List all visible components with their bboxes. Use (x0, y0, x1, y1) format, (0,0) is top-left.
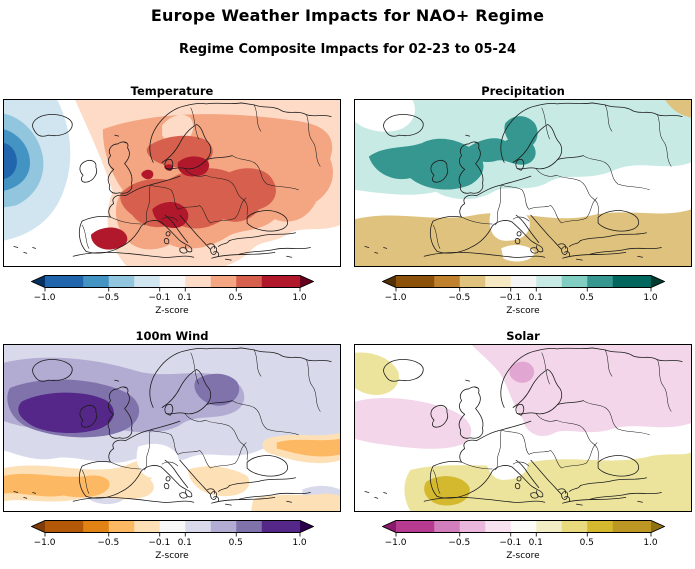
tick-label: 1.0 (292, 538, 307, 548)
colorbar-precipitation-ticks: −1.0 −0.5 −0.1 0.1 0.5 1.0 (385, 293, 658, 305)
tick-label: −0.5 (97, 538, 120, 548)
tick-label: 1.0 (292, 293, 307, 303)
panel-title-solar: Solar (506, 329, 540, 343)
tick-label: 0.5 (228, 538, 243, 548)
map-wind-svg (4, 345, 340, 511)
tick-label: 0.1 (528, 538, 543, 548)
bottom-row: 100m Wind (3, 329, 692, 562)
colorbar-wind-label: Z-score (155, 551, 189, 561)
map-solar (354, 344, 692, 512)
colorbar-temperature-label: Z-score (155, 306, 189, 316)
colorbar-precipitation: −1.0 −0.5 −0.1 0.1 0.5 1.0 Z-score (380, 275, 666, 317)
tick-label: −0.1 (499, 293, 522, 303)
tick-label: −0.1 (148, 293, 171, 303)
panel-title-temperature: Temperature (130, 84, 214, 98)
tick-label: 0.1 (528, 293, 543, 303)
colorbar-wind-ticks: −1.0 −0.5 −0.1 0.1 0.5 1.0 (34, 538, 307, 550)
map-temperature (3, 99, 341, 267)
top-row: Temperature (3, 84, 692, 317)
tick-label: 1.0 (643, 293, 658, 303)
panel-wind: 100m Wind (3, 329, 341, 562)
tick-label: 0.5 (228, 293, 243, 303)
panel-title-wind: 100m Wind (135, 329, 209, 343)
colorbar-temperature-ticks: −1.0 −0.5 −0.1 0.1 0.5 1.0 (34, 293, 307, 305)
figure-subtitle: Regime Composite Impacts for 02-23 to 05… (178, 42, 516, 57)
precipitation-anomaly-field (355, 100, 691, 266)
tick-label: −0.1 (499, 538, 522, 548)
colorbar-solar-ticks: −1.0 −0.5 −0.1 0.1 0.5 1.0 (385, 538, 658, 550)
tick-label: 0.1 (177, 293, 192, 303)
panel-temperature: Temperature (3, 84, 341, 317)
panel-title-precipitation: Precipitation (481, 84, 565, 98)
tick-label: −1.0 (384, 293, 407, 303)
temperature-anomaly-field (4, 100, 340, 266)
tick-label: −0.1 (148, 538, 171, 548)
map-precipitation-svg (355, 100, 691, 266)
map-precipitation (354, 99, 692, 267)
panel-solar: Solar −1. (354, 329, 692, 562)
panel-precipitation: Precipitation (354, 84, 692, 317)
solar-anomaly-field (355, 345, 691, 511)
wind-anomaly-field (4, 345, 340, 511)
colorbar-precipitation-label: Z-score (506, 306, 540, 316)
tick-label: −0.5 (448, 293, 471, 303)
map-solar-svg (355, 345, 691, 511)
tick-label: −1.0 (384, 538, 407, 548)
tick-label: −1.0 (33, 293, 56, 303)
tick-label: 0.5 (579, 538, 594, 548)
figure-title: Europe Weather Impacts for NAO+ Regime (150, 6, 545, 25)
colorbar-solar-bar (380, 520, 666, 538)
colorbar-solar: −1.0 −0.5 −0.1 0.1 0.5 1.0 Z-score (380, 520, 666, 562)
colorbar-wind-bar (29, 520, 315, 538)
colorbar-temperature-bar (29, 275, 315, 293)
colorbar-temperature: −1.0 −0.5 −0.1 0.1 0.5 1.0 Z-score (29, 275, 315, 317)
colorbar-wind: −1.0 −0.5 −0.1 0.1 0.5 1.0 Z-score (29, 520, 315, 562)
tick-label: 1.0 (643, 538, 658, 548)
map-temperature-svg (4, 100, 340, 266)
tick-label: 0.5 (579, 293, 594, 303)
colorbar-solar-label: Z-score (506, 551, 540, 561)
tick-label: −1.0 (33, 538, 56, 548)
tick-label: −0.5 (97, 293, 120, 303)
colorbar-precipitation-bar (380, 275, 666, 293)
tick-label: 0.1 (177, 538, 192, 548)
tick-label: −0.5 (448, 538, 471, 548)
map-wind (3, 344, 341, 512)
